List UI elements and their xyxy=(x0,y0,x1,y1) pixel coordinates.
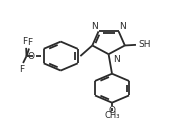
Text: F: F xyxy=(22,37,27,46)
Text: N: N xyxy=(91,22,98,31)
Text: O: O xyxy=(109,106,115,115)
Text: F: F xyxy=(27,38,32,47)
Text: O: O xyxy=(28,52,35,61)
Text: SH: SH xyxy=(139,40,151,49)
Text: F: F xyxy=(19,65,24,74)
Text: CH₃: CH₃ xyxy=(104,111,120,120)
Text: N: N xyxy=(113,55,120,64)
Text: N: N xyxy=(120,22,126,31)
